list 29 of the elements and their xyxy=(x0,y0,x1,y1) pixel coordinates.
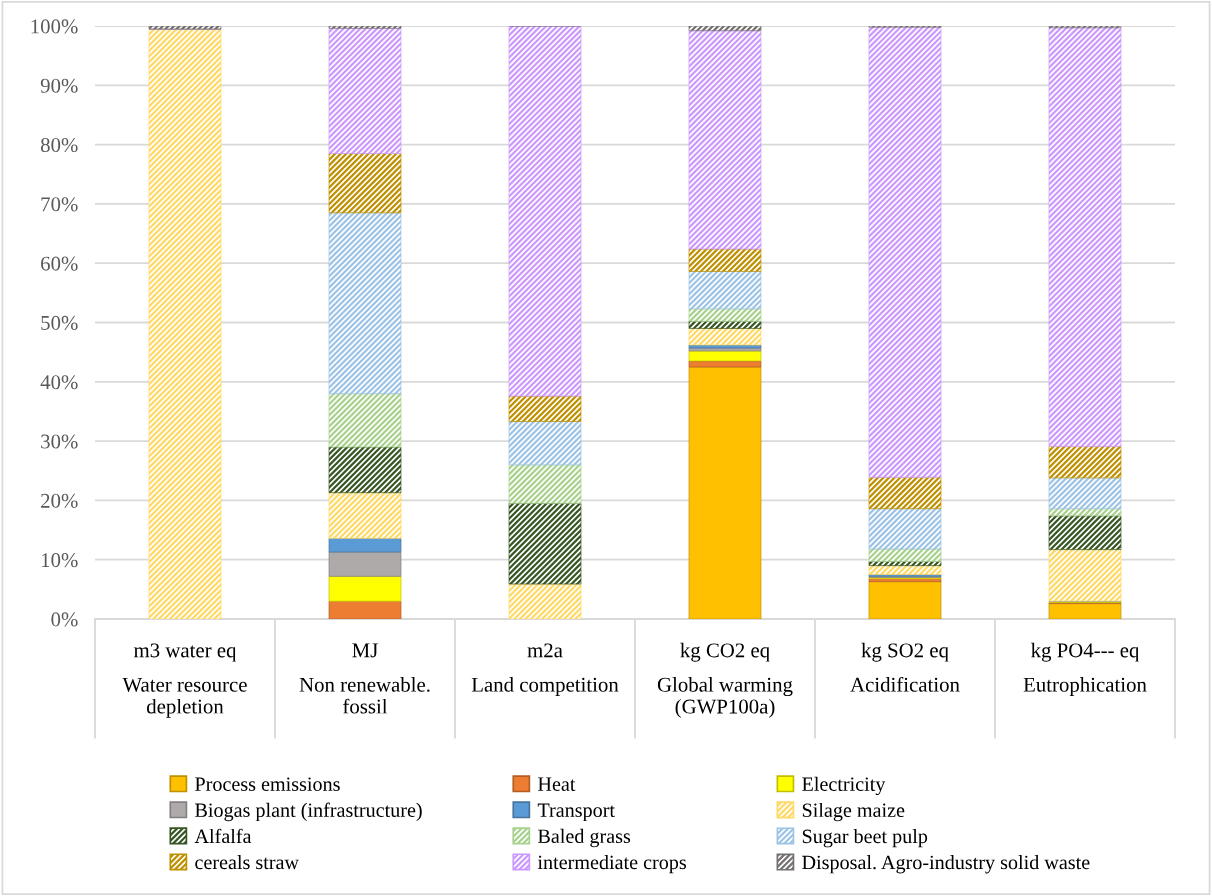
y-tick-label: 20% xyxy=(41,493,78,508)
legend-label: Silage maize xyxy=(802,802,905,822)
y-tick-label: 0% xyxy=(51,612,78,627)
legend-label: intermediate crops xyxy=(537,854,686,874)
legend-label: Disposal. Agro-industry solid waste xyxy=(802,855,1090,874)
y-tick-label: 60% xyxy=(41,256,78,271)
x-tick-label: MJ Non renewable. fossil xyxy=(299,643,430,714)
legend-label: Heat xyxy=(538,777,576,791)
legend-label: Sugar beet pulp xyxy=(802,828,928,848)
x-tick-label: m2a Land competition xyxy=(471,643,619,697)
legend-label: Baled grass xyxy=(538,828,631,848)
legend-label: Transport xyxy=(537,803,615,822)
y-tick-label: 90% xyxy=(40,78,78,93)
y-tick-label: 70% xyxy=(41,197,78,212)
legend-label: Biogas plant (infrastructure) xyxy=(195,802,422,822)
x-tick-label: kg CO2 eq Global warming (GWP100a) xyxy=(657,642,793,718)
y-tick-label: 40% xyxy=(40,375,78,390)
legend-label: cereals straw xyxy=(195,854,299,870)
legend-label: Process emissions xyxy=(195,777,340,791)
legend-label: Electricity xyxy=(802,776,886,796)
y-tick-label: 100% xyxy=(31,19,78,34)
legend-label: Alfalfa xyxy=(194,828,252,844)
x-tick-label: kg SO2 eq Acidification xyxy=(850,642,960,692)
y-tick-label: 80% xyxy=(40,137,78,153)
y-tick-label: 10% xyxy=(41,553,78,568)
y-tick-label: 30% xyxy=(41,434,78,449)
y-tick-label: 50% xyxy=(41,315,78,330)
x-tick-label: kg PO4--- eq Eutrophication xyxy=(1023,642,1147,697)
x-tick-label: m3 water eq Water resource depletion xyxy=(122,643,247,718)
